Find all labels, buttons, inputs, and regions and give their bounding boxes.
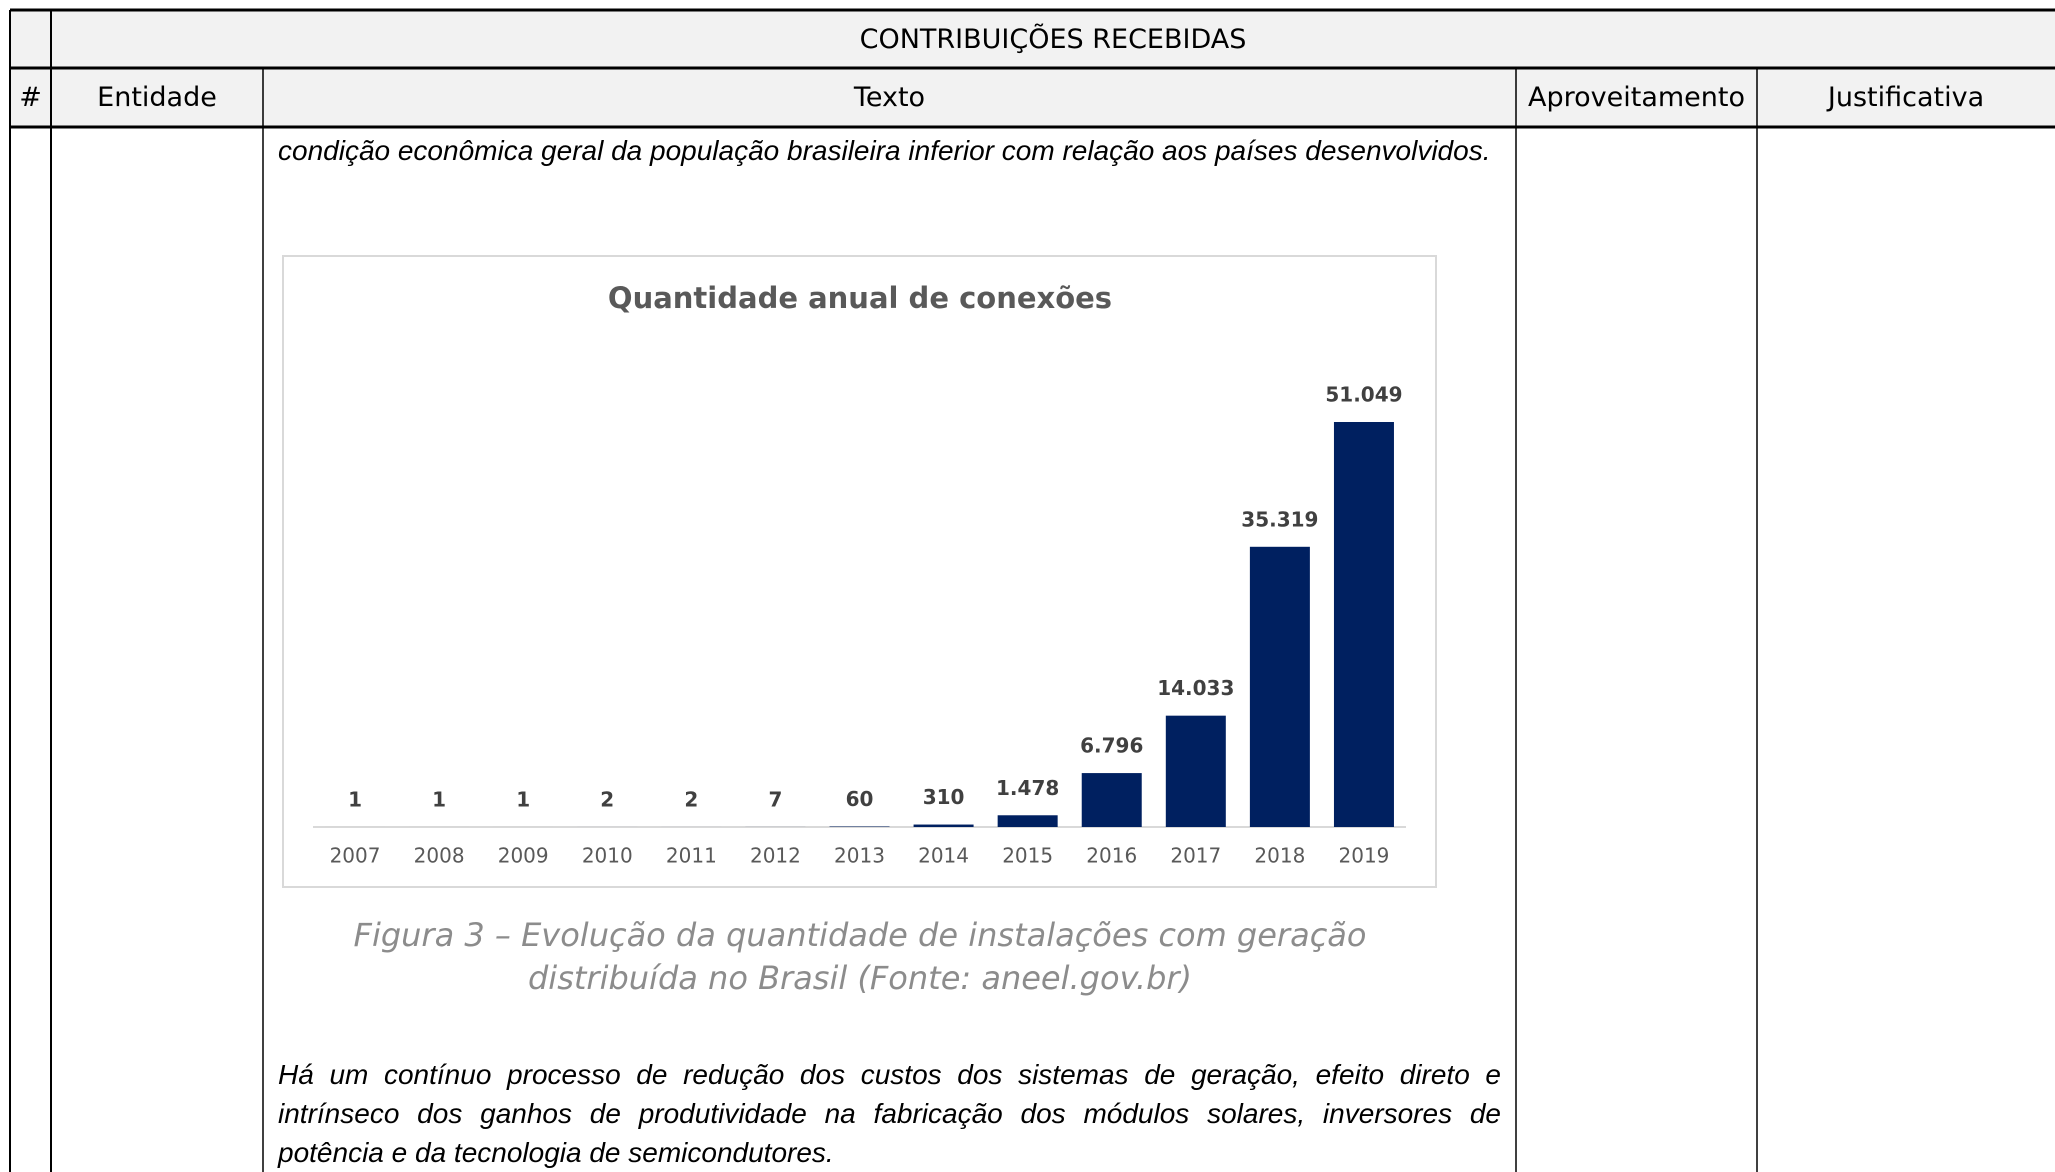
x-tick-label: 2019 [1339, 844, 1390, 868]
column-header: Justificativa [1827, 82, 1985, 113]
value-label: 60 [846, 787, 874, 811]
bar [1333, 422, 1394, 827]
table-title: CONTRIBUIÇÕES RECEBIDAS [859, 23, 1247, 55]
value-label: 2 [684, 787, 698, 811]
grid-lines [9, 8, 2055, 1172]
value-label: 310 [923, 785, 965, 809]
bar [1249, 546, 1310, 827]
value-label: 1 [348, 787, 362, 811]
paragraph: Há um contínuo processo de redução dos c… [278, 1059, 1501, 1168]
value-label: 7 [768, 787, 782, 811]
paragraph: condição econômica geral da população br… [278, 135, 1491, 166]
x-tick-label: 2017 [1170, 844, 1221, 868]
value-label: 2 [600, 787, 614, 811]
x-tick-label: 2009 [498, 844, 549, 868]
figure-caption: distribuída no Brasil (Fonte: aneel.gov.… [528, 959, 1192, 997]
x-tick-label: 2007 [330, 844, 381, 868]
x-tick-label: 2012 [750, 844, 801, 868]
bar [997, 815, 1058, 827]
chart-frame [282, 255, 1437, 888]
header-bg [51, 10, 2055, 68]
column-header: Entidade [97, 82, 217, 113]
x-tick-label: 2014 [918, 844, 969, 868]
value-label: 35.319 [1241, 507, 1318, 531]
value-label: 6.796 [1080, 734, 1143, 758]
chart-title: Quantidade anual de conexões [608, 281, 1112, 315]
x-tick-label: 2016 [1086, 844, 1137, 868]
x-tick-label: 2011 [666, 844, 717, 868]
bar [1081, 773, 1142, 827]
value-label: 51.049 [1325, 383, 1402, 407]
value-label: 14.033 [1157, 676, 1234, 700]
value-label: 1 [516, 787, 530, 811]
column-header: # [19, 82, 42, 113]
value-label: 1.478 [996, 776, 1059, 800]
x-tick-label: 2008 [414, 844, 465, 868]
x-tick-label: 2010 [582, 844, 633, 868]
bar [1165, 715, 1226, 827]
x-tick-label: 2015 [1002, 844, 1053, 868]
column-header: Texto [853, 82, 926, 113]
figure-caption: Figura 3 – Evolução da quantidade de ins… [354, 916, 1367, 954]
column-header: Aproveitamento [1528, 82, 1745, 113]
header-bg [10, 68, 2055, 127]
x-tick-label: 2018 [1254, 844, 1305, 868]
bar [913, 824, 974, 827]
header-bg [10, 10, 51, 68]
x-tick-label: 2013 [834, 844, 885, 868]
value-label: 1 [432, 787, 446, 811]
